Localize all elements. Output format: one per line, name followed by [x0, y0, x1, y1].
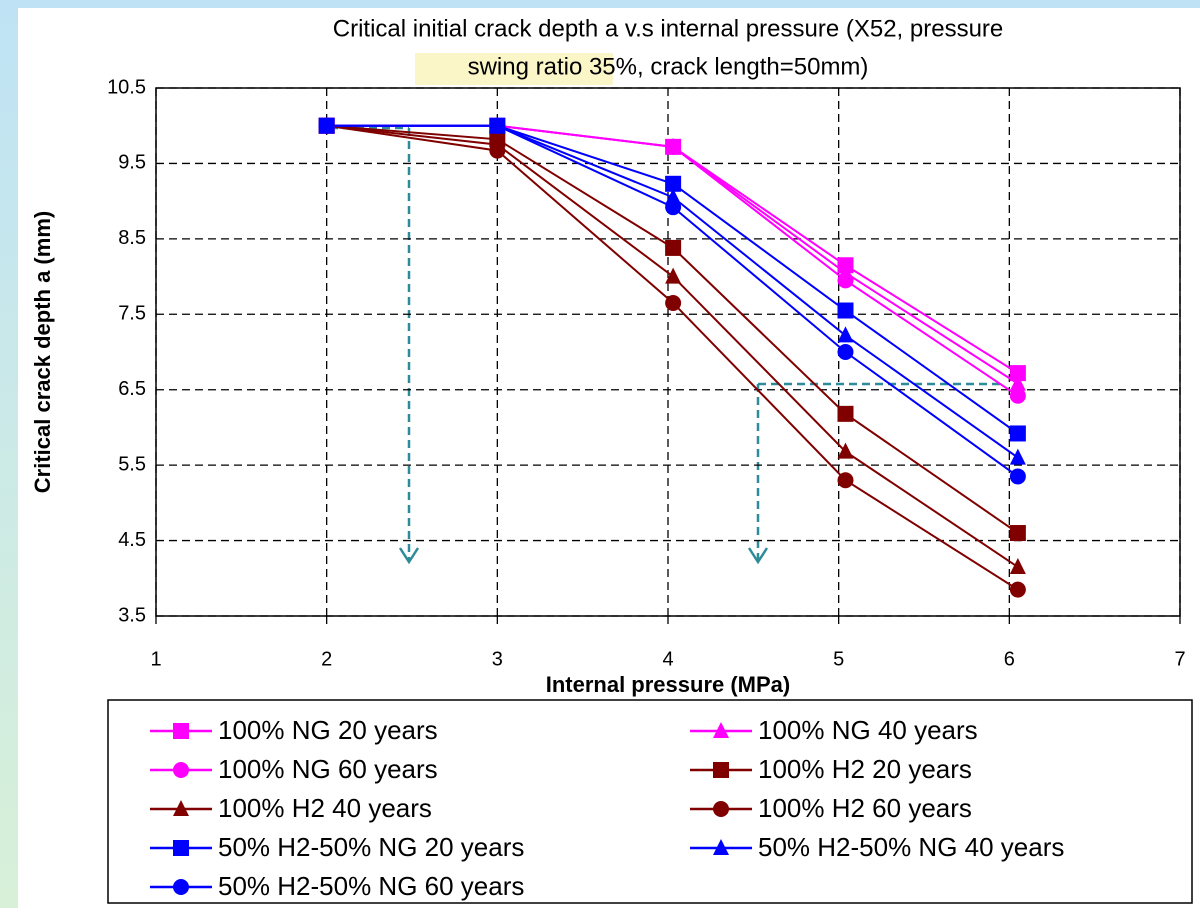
frame-edge: [0, 0, 1200, 8]
marker: [665, 138, 682, 155]
marker: [173, 840, 189, 856]
legend-label: 100% H2 20 years: [758, 754, 972, 784]
marker: [1009, 557, 1026, 574]
highlight: [415, 53, 613, 85]
marker: [837, 405, 854, 422]
chart-title: Critical initial crack depth a v.s inter…: [333, 15, 1004, 42]
marker: [837, 472, 854, 489]
x-tick-label: 3: [492, 648, 503, 670]
marker: [173, 879, 189, 895]
legend-label: 50% H2-50% NG 60 years: [218, 871, 524, 901]
y-tick-label: 3.5: [118, 604, 146, 626]
marker: [1009, 365, 1026, 382]
marker: [489, 142, 506, 159]
series-line: [326, 124, 1019, 459]
legend-label: 100% NG 20 years: [218, 715, 438, 745]
marker: [665, 294, 682, 311]
legend-label: 100% NG 40 years: [758, 715, 978, 745]
x-tick-label: 7: [1174, 648, 1185, 670]
marker: [1009, 468, 1026, 485]
marker: [713, 839, 729, 855]
marker: [837, 302, 854, 319]
marker: [1009, 374, 1026, 391]
legend-label: 100% H2 60 years: [758, 793, 972, 823]
marker: [665, 199, 682, 216]
marker: [173, 800, 189, 816]
y-tick-label: 4.5: [118, 529, 146, 551]
marker: [173, 723, 189, 739]
marker: [1009, 387, 1026, 404]
marker: [318, 117, 335, 134]
marker: [173, 762, 189, 778]
arrow-head: [398, 547, 420, 565]
legend-label: 100% H2 40 years: [218, 793, 432, 823]
legend-label: 50% H2-50% NG 20 years: [218, 832, 524, 862]
marker: [713, 801, 729, 817]
frame-edge: [0, 0, 18, 908]
marker: [837, 272, 854, 289]
marker: [837, 326, 854, 343]
x-tick-label: 4: [662, 648, 673, 670]
y-tick-label: 9.5: [118, 152, 146, 174]
y-tick-label: 10.5: [107, 76, 146, 98]
arrow-head: [747, 547, 769, 565]
x-tick-label: 5: [833, 648, 844, 670]
y-tick-label: 6.5: [118, 378, 146, 400]
marker: [837, 442, 854, 459]
legend-label: 50% H2-50% NG 40 years: [758, 832, 1064, 862]
legend-box: [107, 699, 1193, 904]
marker: [489, 117, 506, 134]
y-tick-label: 5.5: [118, 453, 146, 475]
marker: [837, 344, 854, 360]
marker: [1009, 425, 1026, 442]
plot-border: [155, 87, 1181, 617]
legend-label: 100% NG 60 years: [218, 754, 438, 784]
chart-title: swing ratio 35%, crack length=50mm): [468, 53, 869, 80]
marker: [1009, 581, 1026, 598]
x-tick-label: 6: [1004, 648, 1015, 670]
series-line: [326, 124, 1019, 397]
marker: [1009, 525, 1026, 542]
x-tick-label: 2: [321, 648, 332, 670]
marker: [1009, 448, 1026, 465]
x-axis-label: Internal pressure (MPa): [546, 672, 791, 697]
marker: [713, 762, 729, 778]
y-axis-label: Critical crack depth a (mm): [30, 211, 55, 493]
marker: [665, 267, 682, 284]
marker: [665, 239, 682, 256]
x-tick-label: 1: [150, 648, 161, 670]
marker: [713, 722, 729, 738]
y-tick-label: 8.5: [118, 227, 146, 249]
marker: [665, 175, 682, 192]
y-tick-label: 7.5: [118, 303, 146, 325]
arrow-heads: [398, 547, 769, 565]
